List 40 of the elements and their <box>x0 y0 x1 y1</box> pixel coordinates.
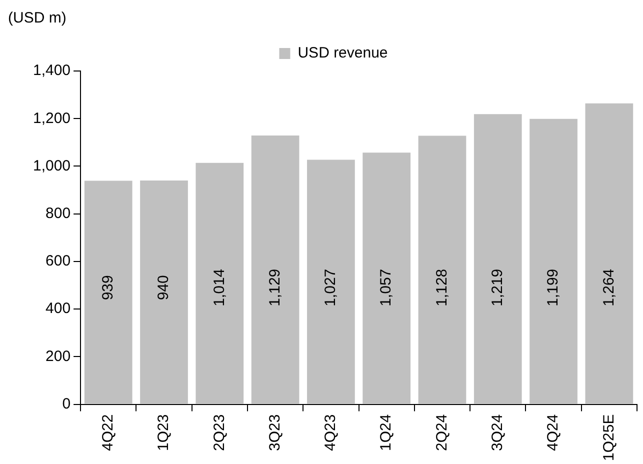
text: 1,027 <box>322 268 340 306</box>
text: 1,014 <box>210 268 228 306</box>
x-tick-label: 4Q24 <box>544 414 562 452</box>
y-tick-label: 400 <box>46 300 71 318</box>
y-tick-label: 1,400 <box>32 62 71 80</box>
y-tick-label: 200 <box>46 348 71 365</box>
text: 1,128 <box>433 268 450 306</box>
y-tick-label: 1,000 <box>32 157 71 174</box>
text: 1,264 <box>600 268 618 306</box>
legend-label: USD revenue <box>298 44 388 62</box>
bar <box>474 114 522 404</box>
bar <box>251 136 300 404</box>
bar <box>530 118 578 404</box>
bar <box>362 152 411 404</box>
text: 1,129 <box>266 268 284 306</box>
text: 1,057 <box>378 268 395 306</box>
y-axis-title: (USD m) <box>8 10 66 27</box>
bar <box>84 180 132 404</box>
bar <box>196 162 244 404</box>
x-tick-label: 2Q24 <box>433 414 450 452</box>
bar <box>418 136 466 404</box>
text: 1,219 <box>489 268 506 306</box>
text: 939 <box>100 275 116 300</box>
x-tick-label: 1Q24 <box>378 414 395 452</box>
x-tick-label: 3Q23 <box>266 414 284 452</box>
y-tick-label: 1,200 <box>32 110 71 127</box>
x-tick-label: 3Q24 <box>489 414 506 452</box>
text: 1,199 <box>544 268 562 306</box>
x-tick-label: 1Q25E <box>600 414 618 462</box>
text: 940 <box>155 275 172 300</box>
x-tick-label: 4Q22 <box>100 414 116 452</box>
y-tick-label: 800 <box>46 204 71 222</box>
bar <box>140 180 188 404</box>
x-tick-label: 4Q23 <box>322 414 340 452</box>
bar <box>585 103 634 404</box>
x-tick-label: 2Q23 <box>210 414 228 452</box>
y-tick-label: 0 <box>62 395 71 412</box>
x-tick-label: 1Q23 <box>155 414 172 452</box>
y-tick-label: 600 <box>46 252 71 270</box>
bar <box>307 160 355 404</box>
